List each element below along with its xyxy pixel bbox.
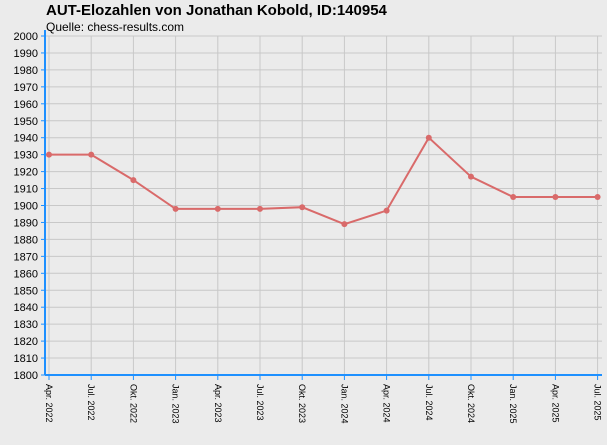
data-point [130,177,137,184]
ytick-label: 1850 [14,285,38,297]
xtick-label: Apr. 2024 [382,384,392,423]
ytick-label: 1870 [14,251,38,263]
xtick-label: Apr. 2025 [550,384,560,423]
data-point [425,134,432,141]
data-point [88,151,95,158]
data-point [383,207,390,214]
ytick-label: 1880 [14,234,38,246]
xtick-label: Jan. 2025 [508,384,518,424]
xtick-label: Apr. 2022 [44,384,54,423]
xtick-label: Okt. 2023 [297,384,307,423]
series-line [49,136,598,226]
ytick-label: 2000 [14,31,38,43]
data-point [214,205,221,212]
xtick-label: Jan. 2023 [171,384,181,424]
ytick-label: 1830 [14,319,38,331]
ytick-label: 1980 [14,65,38,77]
data-point [46,151,52,158]
data-point [552,194,559,201]
ytick-label: 1960 [14,99,38,111]
ytick-label: 1840 [14,302,38,314]
ytick-label: 1810 [14,353,38,365]
xtick-label: Okt. 2024 [466,384,476,423]
ytick-label: 1860 [14,268,38,280]
data-point [341,221,348,228]
ytick-label: 1800 [14,370,38,382]
ytick-label: 1930 [14,150,38,162]
ytick-label: 1890 [14,217,38,229]
chart-subtitle: Quelle: chess-results.com [46,20,185,34]
data-point [257,205,263,212]
ytick-label: 1990 [14,48,38,60]
data-point [594,194,601,201]
ytick-label: 1950 [14,116,38,128]
xtick-label: Jul. 2023 [255,384,265,421]
xtick-label: Jul. 2025 [593,384,603,421]
chart-title: AUT-Elozahlen von Jonathan Kobold, ID:14… [46,2,387,19]
ytick-label: 1920 [14,167,38,179]
data-point [172,205,179,212]
data-point [510,194,517,201]
xtick-label: Jul. 2022 [86,384,96,421]
ytick-label: 1910 [14,184,38,196]
xtick-label: Jul. 2024 [424,384,434,421]
xtick-label: Apr. 2023 [213,384,223,423]
ytick-label: 1940 [14,133,38,145]
data-point [468,173,474,180]
xtick-label: Okt. 2022 [128,384,138,423]
ytick-label: 1970 [14,82,38,94]
ytick-label: 1900 [14,201,38,213]
xtick-label: Jan. 2024 [339,384,349,424]
ytick-label: 1820 [14,336,38,348]
data-point [299,204,306,211]
